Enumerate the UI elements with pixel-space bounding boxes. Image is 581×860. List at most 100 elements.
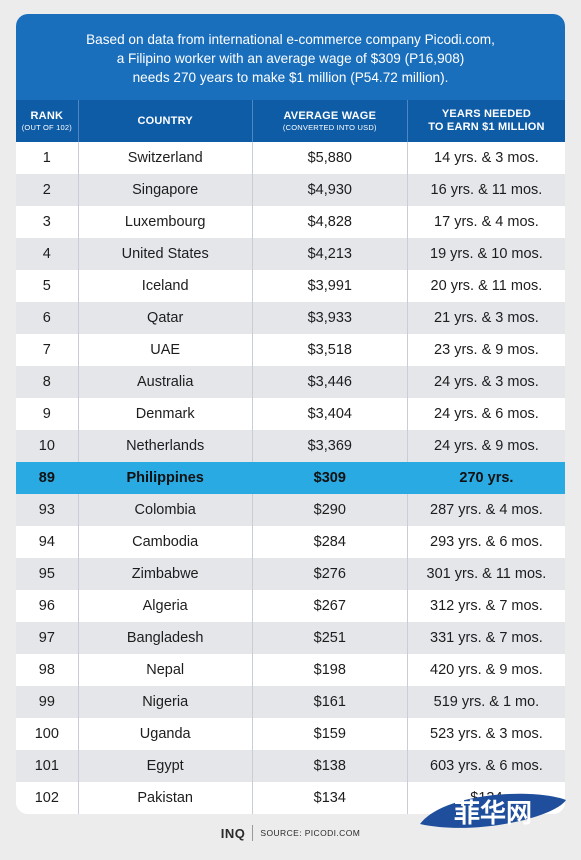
- rank-header-title: RANK: [30, 110, 64, 122]
- table-row: 93 Colombia $290 287 yrs. & 4 mos.: [16, 494, 565, 526]
- rank-cell: 8: [42, 374, 51, 390]
- wage-cell: $4,213: [251, 238, 407, 270]
- watermark-logo: 菲华网: [420, 793, 566, 829]
- table-row: 9 Denmark $3,404 24 yrs. & 6 mos.: [16, 398, 565, 430]
- rank-cell: 101: [34, 758, 59, 774]
- country-cell: Zimbabwe: [77, 558, 252, 590]
- country-cell: Egypt: [77, 750, 252, 782]
- rank-cell: 98: [38, 662, 55, 678]
- rank-cell: 1: [42, 150, 51, 166]
- wage-cell: $3,933: [251, 302, 407, 334]
- wage-cell: $3,404: [251, 398, 407, 430]
- country-cell: Iceland: [77, 270, 252, 302]
- country-cell: Singapore: [77, 174, 252, 206]
- country-cell: Nepal: [77, 654, 252, 686]
- rank-cell: 89: [38, 470, 55, 486]
- table-row: 5 Iceland $3,991 20 yrs. & 11 mos.: [16, 270, 565, 302]
- country-cell: Bangladesh: [77, 622, 252, 654]
- country-cell: Colombia: [77, 494, 252, 526]
- country-cell: Australia: [77, 366, 252, 398]
- years-cell: 24 yrs. & 9 mos.: [406, 430, 565, 462]
- country-cell: Netherlands: [77, 430, 252, 462]
- table-row: 6 Qatar $3,933 21 yrs. & 3 mos.: [16, 302, 565, 334]
- rank-cell: 7: [42, 342, 51, 358]
- country-cell: Switzerland: [77, 142, 252, 174]
- table-row: 10 Netherlands $3,369 24 yrs. & 9 mos.: [16, 430, 565, 462]
- table-row: 101 Egypt $138 603 yrs. & 6 mos.: [16, 750, 565, 782]
- years-cell: 24 yrs. & 3 mos.: [406, 366, 565, 398]
- wage-cell: $251: [251, 622, 407, 654]
- wage-cell: $134: [251, 782, 407, 814]
- ranking-table-body: 1 Switzerland $5,880 14 yrs. & 3 mos. 2 Singa…: [16, 142, 565, 814]
- wage-header-title: AVERAGE WAGE: [283, 110, 377, 122]
- years-cell: 20 yrs. & 11 mos.: [406, 270, 565, 302]
- table-row: 3 Luxembourg $4,828 17 yrs. & 4 mos.: [16, 206, 565, 238]
- wage-cell: $284: [251, 526, 407, 558]
- rank-cell: 95: [38, 566, 55, 582]
- wage-cell: $159: [251, 718, 407, 750]
- footer: INQ SOURCE: PICODI.COM: [0, 818, 581, 848]
- table-row: 2 Singapore $4,930 16 yrs. & 11 mos.: [16, 174, 565, 206]
- years-cell: 523 yrs. & 3 mos.: [406, 718, 565, 750]
- country-column-header: COUNTRY: [77, 100, 252, 142]
- years-cell: 301 yrs. & 11 mos.: [406, 558, 565, 590]
- wage-cell: $290: [251, 494, 407, 526]
- wage-cell: $4,828: [251, 206, 407, 238]
- rank-cell: 3: [42, 214, 51, 230]
- years-cell: 16 yrs. & 11 mos.: [406, 174, 565, 206]
- country-cell: UAE: [77, 334, 252, 366]
- wage-cell: $138: [251, 750, 407, 782]
- country-cell: Nigeria: [77, 686, 252, 718]
- inq-logo: INQ: [220, 825, 246, 841]
- table-row: 98 Nepal $198 420 yrs. & 9 mos.: [16, 654, 565, 686]
- intro-line-2: a Filipino worker with an average wage o…: [116, 50, 465, 66]
- years-cell: 519 yrs. & 1 mo.: [406, 686, 565, 718]
- rank-column-header: RANK (OUT OF 102): [16, 100, 78, 142]
- years-cell: 23 yrs. & 9 mos.: [406, 334, 565, 366]
- rank-cell: 5: [42, 278, 51, 294]
- table-row: 99 Nigeria $161 519 yrs. & 1 mo.: [16, 686, 565, 718]
- country-cell: Cambodia: [77, 526, 252, 558]
- years-cell: 420 yrs. & 9 mos.: [406, 654, 565, 686]
- years-cell: 14 yrs. & 3 mos.: [406, 142, 565, 174]
- watermark-text: 菲华网: [454, 798, 532, 829]
- rank-cell: 100: [34, 726, 59, 742]
- table-row: 4 United States $4,213 19 yrs. & 10 mos.: [16, 238, 565, 270]
- country-header-title: COUNTRY: [137, 114, 193, 127]
- table-row: 1 Switzerland $5,880 14 yrs. & 3 mos.: [16, 142, 565, 174]
- rank-cell: 99: [38, 694, 55, 710]
- table-row: 7 UAE $3,518 23 yrs. & 9 mos.: [16, 334, 565, 366]
- infographic-card: Based on data from international e-comme…: [16, 14, 565, 814]
- years-cell: 603 yrs. & 6 mos.: [406, 750, 565, 782]
- country-cell: Philippines: [77, 462, 252, 494]
- wage-cell: $161: [251, 686, 407, 718]
- country-cell: Uganda: [77, 718, 252, 750]
- wage-cell: $276: [251, 558, 407, 590]
- years-cell: 270 yrs.: [406, 462, 565, 494]
- rank-cell: 2: [42, 182, 51, 198]
- rank-cell: 94: [38, 534, 55, 550]
- rank-cell: 93: [38, 502, 55, 518]
- wage-cell: $3,369: [251, 430, 407, 462]
- country-cell: Pakistan: [77, 782, 252, 814]
- years-cell: 331 yrs. & 7 mos.: [406, 622, 565, 654]
- rank-cell: 96: [38, 598, 55, 614]
- rank-cell: 4: [42, 246, 51, 262]
- intro-header: Based on data from international e-comme…: [16, 14, 565, 100]
- wage-cell: $267: [251, 590, 407, 622]
- years-header-title: YEARS NEEDED: [441, 108, 532, 120]
- source-credit: SOURCE: PICODI.COM: [260, 828, 361, 838]
- column-headers: RANK (OUT OF 102) COUNTRY AVERAGE WAGE (…: [16, 100, 565, 142]
- years-column-header: YEARS NEEDED TO EARN $1 MILLION: [406, 100, 565, 142]
- table-row: 97 Bangladesh $251 331 yrs. & 7 mos.: [16, 622, 565, 654]
- rank-header-subtitle: (OUT OF 102): [21, 123, 72, 132]
- years-header-title-2: TO EARN $1 MILLION: [428, 121, 545, 133]
- wage-cell: $3,991: [251, 270, 407, 302]
- wage-cell: $309: [251, 462, 407, 494]
- years-cell: 293 yrs. & 6 mos.: [406, 526, 565, 558]
- wage-cell: $3,446: [251, 366, 407, 398]
- rank-cell: 102: [34, 790, 59, 806]
- country-cell: Algeria: [77, 590, 252, 622]
- country-cell: United States: [77, 238, 252, 270]
- table-row: 100 Uganda $159 523 yrs. & 3 mos.: [16, 718, 565, 750]
